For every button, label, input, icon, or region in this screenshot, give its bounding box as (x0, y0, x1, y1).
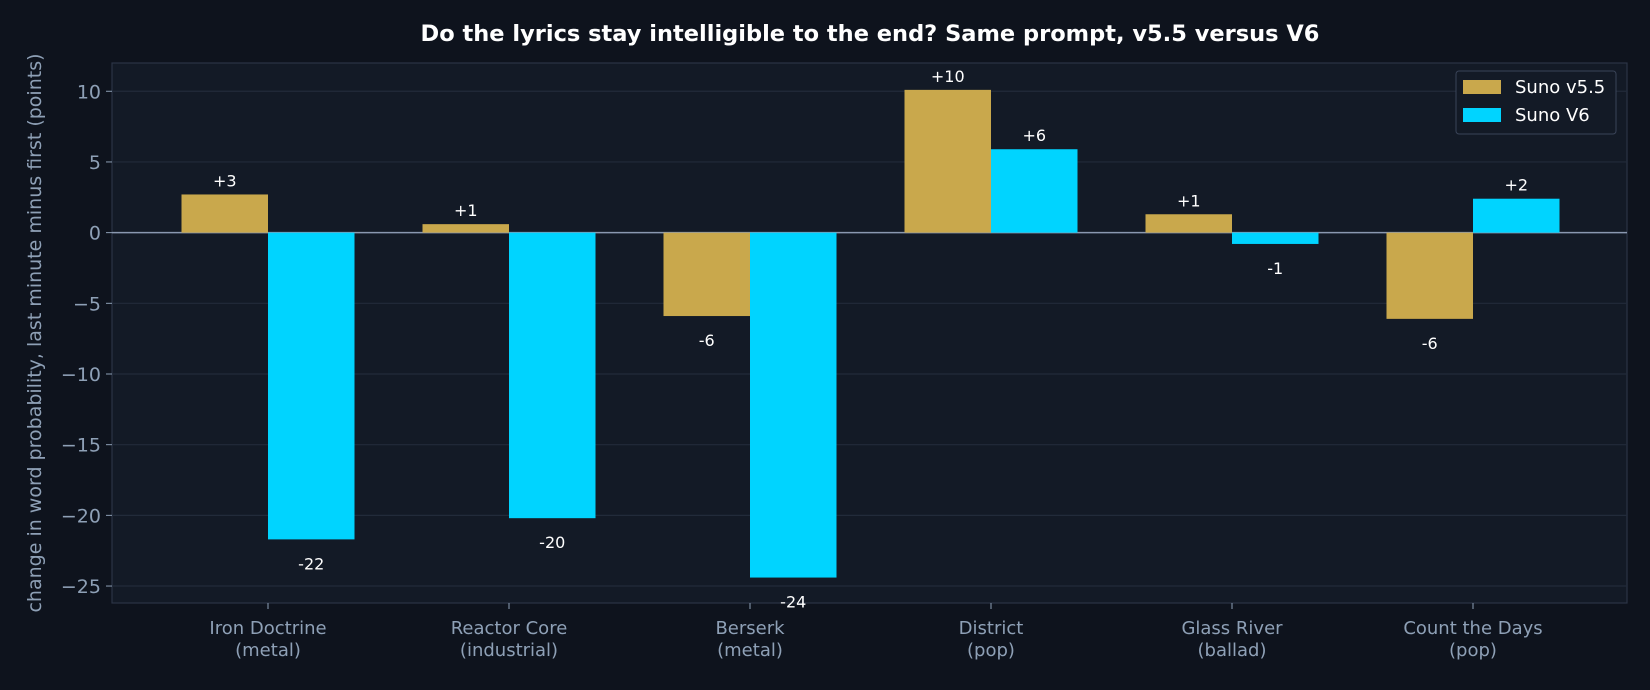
data-label: +2 (1504, 176, 1528, 195)
legend-label-v55: Suno v5.5 (1515, 77, 1605, 98)
data-label: -6 (699, 331, 715, 350)
x-tick-label: Count the Days (1403, 618, 1542, 639)
data-label: +6 (1022, 126, 1046, 145)
legend-label-v6: Suno V6 (1515, 105, 1590, 126)
bars (181, 89, 1560, 578)
x-tick-label: (metal) (717, 640, 783, 661)
grid-lines (112, 90, 1627, 587)
bar-v6 (1232, 232, 1319, 244)
data-label: -6 (1422, 334, 1438, 353)
x-tick-label: (ballad) (1198, 640, 1267, 661)
y-axis-ticks: 10 5 0 −5 −10 −15 −20 −25 (61, 81, 112, 598)
chart-title: Do the lyrics stay intelligible to the e… (421, 21, 1320, 47)
plot-area (111, 62, 1628, 604)
x-tick-label: (industrial) (460, 640, 558, 661)
y-tick-label: 0 (89, 223, 101, 245)
bar-v55 (1386, 232, 1473, 319)
bar-v6 (991, 149, 1078, 233)
legend-swatch-v6 (1463, 108, 1501, 122)
bar-v55 (181, 194, 268, 233)
bar-v6 (268, 232, 355, 540)
y-tick-label: 10 (77, 81, 101, 103)
legend-swatch-v55 (1463, 80, 1501, 94)
y-tick-label: −25 (61, 576, 101, 598)
x-axis-ticks: Iron Doctrine(metal)Reactor Core(industr… (209, 603, 1543, 661)
y-tick-label: −20 (61, 505, 101, 527)
data-label: -22 (298, 554, 324, 573)
bar-v6 (750, 232, 837, 578)
y-tick-label: −10 (61, 364, 101, 386)
data-label: +3 (213, 171, 237, 190)
x-tick-label: Iron Doctrine (209, 618, 326, 639)
data-label: +1 (1177, 191, 1201, 210)
x-tick-label: District (959, 618, 1024, 639)
data-labels: +3 -22 +1 -20 -6 -24 +10 +6 +1 -1 -6 +2 (213, 67, 1528, 612)
bar-v55 (904, 89, 991, 233)
y-tick-label: −15 (61, 435, 101, 457)
data-label: -24 (780, 593, 806, 612)
x-tick-label: Reactor Core (451, 618, 568, 639)
data-label: -1 (1267, 259, 1283, 278)
x-tick-label: (pop) (967, 640, 1015, 661)
data-label: -20 (539, 533, 565, 552)
bar-v6 (1473, 198, 1560, 233)
bar-v55 (1145, 214, 1232, 233)
y-tick-label: 5 (89, 152, 101, 174)
y-axis-label: change in word probability, last minute … (24, 53, 46, 612)
x-tick-label: Glass River (1181, 618, 1283, 639)
data-label: +1 (454, 201, 478, 220)
data-label: +10 (931, 67, 965, 86)
y-tick-label: −5 (73, 293, 101, 315)
x-tick-label: (metal) (235, 640, 301, 661)
x-tick-label: Berserk (715, 618, 785, 639)
bar-v55 (422, 224, 509, 233)
x-tick-label: (pop) (1449, 640, 1497, 661)
bar-v55 (663, 232, 750, 317)
legend: Suno v5.5 Suno V6 (1455, 70, 1617, 135)
bar-v6 (509, 232, 596, 519)
